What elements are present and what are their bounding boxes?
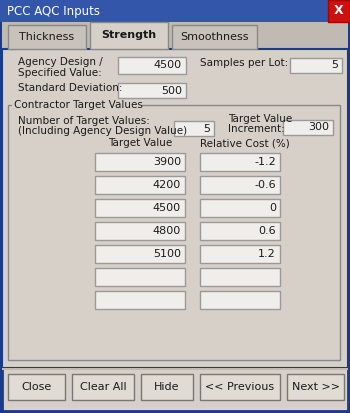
Bar bbox=[95, 291, 185, 309]
Text: Increment:: Increment: bbox=[228, 124, 285, 134]
Bar bbox=[8, 374, 65, 400]
Bar bbox=[290, 58, 342, 73]
Text: Thickness: Thickness bbox=[20, 32, 75, 42]
Text: 0.6: 0.6 bbox=[258, 226, 276, 236]
Bar bbox=[287, 374, 344, 400]
Text: Standard Deviation:: Standard Deviation: bbox=[18, 83, 122, 93]
Text: Hide: Hide bbox=[154, 382, 180, 392]
Text: 0: 0 bbox=[269, 203, 276, 213]
Bar bbox=[2, 22, 348, 50]
Text: Clear All: Clear All bbox=[80, 382, 126, 392]
Bar bbox=[8, 25, 86, 49]
Bar bbox=[328, 0, 350, 22]
Bar bbox=[174, 121, 214, 136]
Bar bbox=[95, 176, 185, 194]
Text: Relative Cost (%): Relative Cost (%) bbox=[200, 138, 290, 148]
Bar bbox=[95, 199, 185, 217]
Text: Smoothness: Smoothness bbox=[180, 32, 249, 42]
Bar bbox=[0, 0, 350, 22]
Text: Contractor Target Values: Contractor Target Values bbox=[14, 100, 143, 110]
Bar bbox=[118, 57, 186, 74]
Text: Strength: Strength bbox=[102, 31, 156, 40]
Text: 4200: 4200 bbox=[153, 180, 181, 190]
Bar bbox=[200, 374, 280, 400]
Bar bbox=[172, 25, 257, 49]
Bar bbox=[95, 245, 185, 263]
Text: Agency Design /: Agency Design / bbox=[18, 57, 103, 67]
Bar bbox=[95, 268, 185, 286]
Bar bbox=[141, 374, 193, 400]
Bar bbox=[200, 176, 280, 194]
Text: 4800: 4800 bbox=[153, 226, 181, 236]
Bar bbox=[2, 49, 348, 368]
Bar bbox=[2, 368, 348, 370]
Text: (Including Agency Design Value): (Including Agency Design Value) bbox=[18, 126, 187, 136]
Bar bbox=[200, 268, 280, 286]
Bar bbox=[90, 22, 168, 49]
Bar bbox=[200, 199, 280, 217]
Text: 500: 500 bbox=[161, 85, 182, 95]
Text: Close: Close bbox=[21, 382, 52, 392]
Bar bbox=[200, 153, 280, 171]
Bar bbox=[72, 374, 134, 400]
Text: Number of Target Values:: Number of Target Values: bbox=[18, 116, 150, 126]
Text: Specified Value:: Specified Value: bbox=[18, 68, 102, 78]
Bar bbox=[283, 120, 333, 135]
Text: 300: 300 bbox=[308, 123, 329, 133]
Text: 5: 5 bbox=[203, 123, 210, 133]
Text: X: X bbox=[334, 5, 344, 17]
Text: 4500: 4500 bbox=[153, 203, 181, 213]
Text: Target Value: Target Value bbox=[108, 138, 172, 148]
Text: 1.2: 1.2 bbox=[258, 249, 276, 259]
Text: 3900: 3900 bbox=[153, 157, 181, 167]
Text: 4500: 4500 bbox=[154, 60, 182, 71]
Bar bbox=[118, 83, 186, 98]
Text: 5100: 5100 bbox=[153, 249, 181, 259]
Text: Samples per Lot:: Samples per Lot: bbox=[200, 58, 288, 68]
Text: Target Value: Target Value bbox=[228, 114, 292, 124]
Text: 5: 5 bbox=[331, 60, 338, 71]
Bar bbox=[95, 222, 185, 240]
Bar bbox=[8, 105, 340, 360]
Bar bbox=[200, 291, 280, 309]
Text: Next >>: Next >> bbox=[292, 382, 340, 392]
Bar bbox=[200, 222, 280, 240]
Text: << Previous: << Previous bbox=[205, 382, 274, 392]
Text: -1.2: -1.2 bbox=[254, 157, 276, 167]
Bar bbox=[200, 245, 280, 263]
Text: -0.6: -0.6 bbox=[254, 180, 276, 190]
Bar bbox=[95, 153, 185, 171]
Bar bbox=[12, 101, 142, 110]
Text: PCC AQC Inputs: PCC AQC Inputs bbox=[7, 5, 100, 17]
